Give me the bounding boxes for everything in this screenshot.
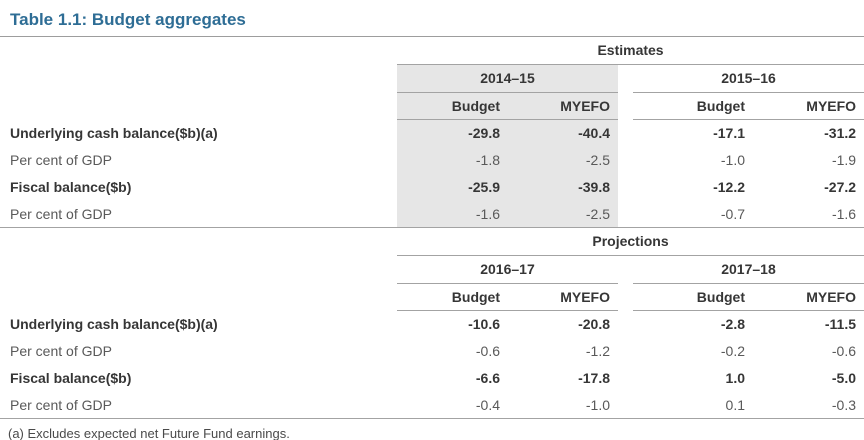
section-bottom-divider <box>0 418 864 419</box>
year-header-row: 2014–15 2015–16 <box>0 64 864 93</box>
cell-value: -17.1 <box>713 124 745 141</box>
budget-tables-container: Estimates 2014–15 2015–16 Budget MYEFO Budget… <box>0 37 864 419</box>
year-header: 2014–15 <box>397 64 618 93</box>
section-bottom-divider <box>0 227 864 228</box>
section-header: Projections <box>397 228 864 256</box>
year-header-row: 2016–17 2017–18 <box>0 255 864 284</box>
cell-value: -0.6 <box>831 342 856 359</box>
cell-value: -40.4 <box>508 119 618 146</box>
table-row: Per cent of GDP -1.8 -2.5 -1.0 -1.9 <box>0 146 864 173</box>
cell-value: -1.9 <box>831 151 857 168</box>
footnote-text: (a) Excludes expected net Future Fund ea… <box>8 426 290 440</box>
column-header: Budget <box>397 283 508 311</box>
table-row: Per cent of GDP -1.6 -2.5 -0.7 -1.6 <box>0 200 864 227</box>
row-label: Underlying cash balance($b)(a) <box>10 124 218 141</box>
section-header-row: Estimates <box>0 37 864 65</box>
column-header-row: Budget MYEFO Budget MYEFO <box>0 283 864 311</box>
cell-value: -1.8 <box>397 146 508 173</box>
empty-label-cell <box>0 92 397 119</box>
group-spacer <box>618 200 633 227</box>
row-label: Per cent of GDP <box>10 396 112 413</box>
column-header: MYEFO <box>753 283 864 311</box>
column-header-row: Budget MYEFO Budget MYEFO <box>0 92 864 120</box>
title-divider <box>0 36 864 37</box>
cell-value: -1.6 <box>397 200 508 227</box>
table-row: Per cent of GDP -0.6 -1.2 -0.2 -0.6 <box>0 337 864 364</box>
table-row: Fiscal balance($b) -6.6 -17.8 1.0 -5.0 <box>0 364 864 391</box>
budget-table-1: Projections 2016–17 2017–18 Budget MYEFO Budg… <box>0 228 864 418</box>
cell-value: 0.1 <box>725 396 745 413</box>
empty-label-cell <box>0 228 397 255</box>
row-label: Per cent of GDP <box>10 342 112 359</box>
cell-value: 1.0 <box>725 369 745 386</box>
column-header: MYEFO <box>508 92 618 120</box>
cell-value: -12.2 <box>713 178 745 195</box>
empty-label-cell <box>0 64 397 92</box>
cell-value: -25.9 <box>397 173 508 200</box>
cell-value: -11.5 <box>824 315 856 332</box>
column-header: Budget <box>397 92 508 120</box>
table-title: Table 1.1: Budget aggregates <box>10 10 246 29</box>
group-spacer <box>618 255 633 283</box>
cell-value: -0.2 <box>720 342 745 359</box>
group-spacer <box>618 64 633 92</box>
row-label: Per cent of GDP <box>10 205 112 222</box>
cell-value: -0.4 <box>475 396 500 413</box>
group-spacer <box>618 310 633 337</box>
cell-value: -6.6 <box>475 369 500 386</box>
group-spacer <box>618 337 633 364</box>
row-label: Fiscal balance($b) <box>10 369 132 386</box>
section-header-row: Projections <box>0 228 864 256</box>
table-row: Per cent of GDP -0.4 -1.0 0.1 -0.3 <box>0 391 864 418</box>
cell-value: -10.6 <box>468 315 500 332</box>
cell-value: -1.2 <box>585 342 610 359</box>
cell-value: -0.3 <box>831 396 856 413</box>
group-spacer <box>618 391 633 418</box>
row-label: Per cent of GDP <box>10 151 112 168</box>
table-row: Fiscal balance($b) -25.9 -39.8 -12.2 -27.2 <box>0 173 864 200</box>
table-row: Underlying cash balance($b)(a) -10.6 -20.8… <box>0 310 864 337</box>
cell-value: -27.2 <box>824 178 857 195</box>
group-spacer <box>618 173 633 200</box>
group-spacer <box>618 146 633 173</box>
cell-value: -2.5 <box>508 146 618 173</box>
cell-value: -29.8 <box>397 119 508 146</box>
cell-value: -17.8 <box>578 369 610 386</box>
cell-value: -1.0 <box>585 396 610 413</box>
column-header: MYEFO <box>508 283 618 311</box>
group-spacer <box>618 283 633 310</box>
year-header: 2015–16 <box>633 64 864 93</box>
cell-value: -2.5 <box>508 200 618 227</box>
section-header: Estimates <box>397 37 864 65</box>
row-label: Underlying cash balance($b)(a) <box>10 315 218 332</box>
cell-value: -2.8 <box>720 315 745 332</box>
cell-value: -1.0 <box>720 151 745 168</box>
column-header: MYEFO <box>753 92 864 120</box>
group-spacer <box>618 119 633 146</box>
empty-label-cell <box>0 255 397 283</box>
year-header: 2016–17 <box>397 255 618 284</box>
cell-value: -39.8 <box>508 173 618 200</box>
cell-value: -1.6 <box>831 205 857 222</box>
budget-table-0: Estimates 2014–15 2015–16 Budget MYEFO Budget… <box>0 37 864 227</box>
cell-value: -31.2 <box>824 124 857 141</box>
cell-value: -5.0 <box>831 369 856 386</box>
column-header: Budget <box>633 283 753 311</box>
column-header: Budget <box>633 92 753 120</box>
empty-label-cell <box>0 283 397 310</box>
cell-value: -0.6 <box>475 342 500 359</box>
cell-value: -20.8 <box>578 315 610 332</box>
group-spacer <box>618 92 633 119</box>
group-spacer <box>618 364 633 391</box>
table-row: Underlying cash balance($b)(a) -29.8 -40.4… <box>0 119 864 146</box>
year-header: 2017–18 <box>633 255 864 284</box>
cell-value: -0.7 <box>720 205 745 222</box>
empty-label-cell <box>0 37 397 64</box>
row-label: Fiscal balance($b) <box>10 178 132 195</box>
